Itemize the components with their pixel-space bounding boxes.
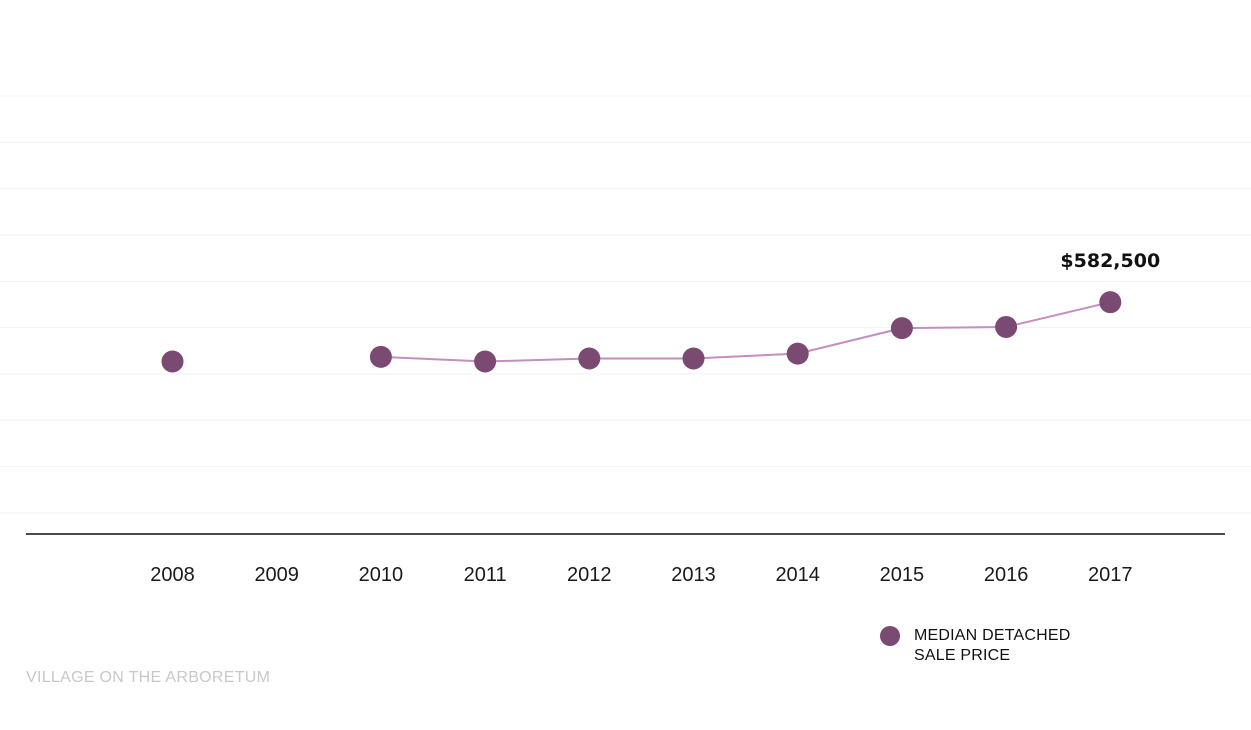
series-line xyxy=(380,301,1111,363)
x-tick-labels: 2008 2009 2010 2011 2012 2013 2014 2015 2016 2017 xyxy=(150,564,1132,586)
x-tick-label: 2017 xyxy=(1088,564,1133,586)
x-tick-label: 2010 xyxy=(359,564,404,586)
data-point[interactable] xyxy=(682,347,705,370)
chart-caption: VILLAGE ON THE ARBORETUM xyxy=(26,669,271,686)
x-tick-label: 2008 xyxy=(150,564,195,586)
data-point[interactable] xyxy=(786,342,809,365)
x-tick-label: 2012 xyxy=(567,564,612,586)
data-point[interactable] xyxy=(890,317,913,340)
x-tick-label: 2011 xyxy=(464,564,507,586)
series-lines xyxy=(380,301,1111,363)
x-tick-label: 2016 xyxy=(984,564,1029,586)
gridlines xyxy=(0,95,1251,514)
x-tick-label: 2014 xyxy=(775,564,820,586)
data-point[interactable] xyxy=(995,315,1018,338)
data-point[interactable] xyxy=(369,345,392,368)
legend-label: MEDIAN DETACHED SALE PRICE xyxy=(914,627,1071,664)
data-point[interactable] xyxy=(474,350,497,373)
x-tick-label: 2009 xyxy=(254,564,299,586)
x-tick-label: 2013 xyxy=(671,564,716,586)
data-labels: $582,500 xyxy=(1060,250,1160,272)
data-point[interactable] xyxy=(161,350,184,373)
legend-swatch xyxy=(880,626,900,646)
data-label: $582,500 xyxy=(1060,250,1160,272)
legend: MEDIAN DETACHED SALE PRICE xyxy=(880,626,1104,666)
x-tick-label: 2015 xyxy=(880,564,925,586)
series-points xyxy=(161,291,1122,373)
data-point[interactable] xyxy=(578,347,601,370)
data-point[interactable] xyxy=(1099,291,1122,314)
